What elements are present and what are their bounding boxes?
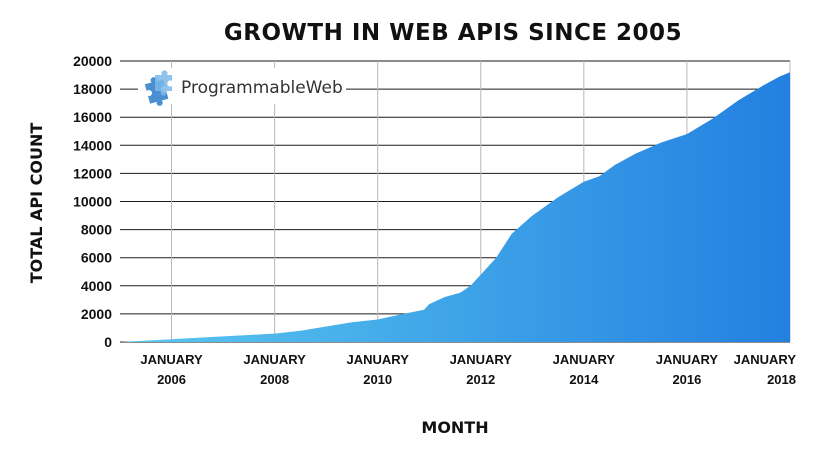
y-tick-label-8000: 8000 xyxy=(81,222,112,238)
logo-background xyxy=(138,68,346,104)
chart-title: GROWTH IN WEB APIS SINCE 2005 xyxy=(224,20,682,46)
x-tick-label-year-2016: 2016 xyxy=(672,372,701,387)
logo-text: ProgrammableWeb xyxy=(181,78,343,98)
x-tick-label-month-2016: JANUARY xyxy=(656,352,719,367)
y-tick-label-18000: 18000 xyxy=(73,81,112,97)
x-axis-ticks: JANUARY 2006 JANUARY 2008 JANUARY 2010 JANUARY… xyxy=(140,352,796,387)
y-tick-label-20000: 20000 xyxy=(73,53,112,69)
programmableweb-logo: ProgrammableWeb xyxy=(138,68,346,106)
y-tick-label-10000: 10000 xyxy=(73,194,112,210)
x-tick-label-year-2006: 2006 xyxy=(157,372,186,387)
puzzle-piece-icon xyxy=(144,70,172,106)
x-tick-label-year-2014: 2014 xyxy=(569,372,599,387)
x-axis-title: MONTH xyxy=(421,418,488,437)
x-tick-label-year-2010: 2010 xyxy=(363,372,392,387)
x-tick-label-month-2018: JANUARY xyxy=(734,352,797,367)
y-axis-ticks: 0 2000 4000 6000 8000 10000 12000 14000 16000 180… xyxy=(73,53,112,350)
y-tick-label-2000: 2000 xyxy=(81,306,112,322)
y-tick-label-12000: 12000 xyxy=(73,165,112,181)
x-tick-label-month-2014: JANUARY xyxy=(553,352,616,367)
y-tick-label-6000: 6000 xyxy=(81,250,112,266)
api-count-area xyxy=(120,72,790,342)
y-tick-label-14000: 14000 xyxy=(73,137,112,153)
x-tick-label-month-2006: JANUARY xyxy=(140,352,203,367)
x-tick-label-year-2018: 2018 xyxy=(767,372,796,387)
horizontal-gridlines xyxy=(120,60,790,343)
x-tick-label-year-2012: 2012 xyxy=(466,372,495,387)
x-tick-label-year-2008: 2008 xyxy=(260,372,289,387)
y-tick-label-0: 0 xyxy=(104,334,112,350)
y-tick-label-4000: 4000 xyxy=(81,278,112,294)
x-tick-label-month-2012: JANUARY xyxy=(450,352,513,367)
y-tick-label-16000: 16000 xyxy=(73,109,112,125)
y-axis-title: TOTAL API COUNT xyxy=(27,123,46,284)
x-tick-label-month-2008: JANUARY xyxy=(243,352,306,367)
x-tick-label-month-2010: JANUARY xyxy=(347,352,410,367)
